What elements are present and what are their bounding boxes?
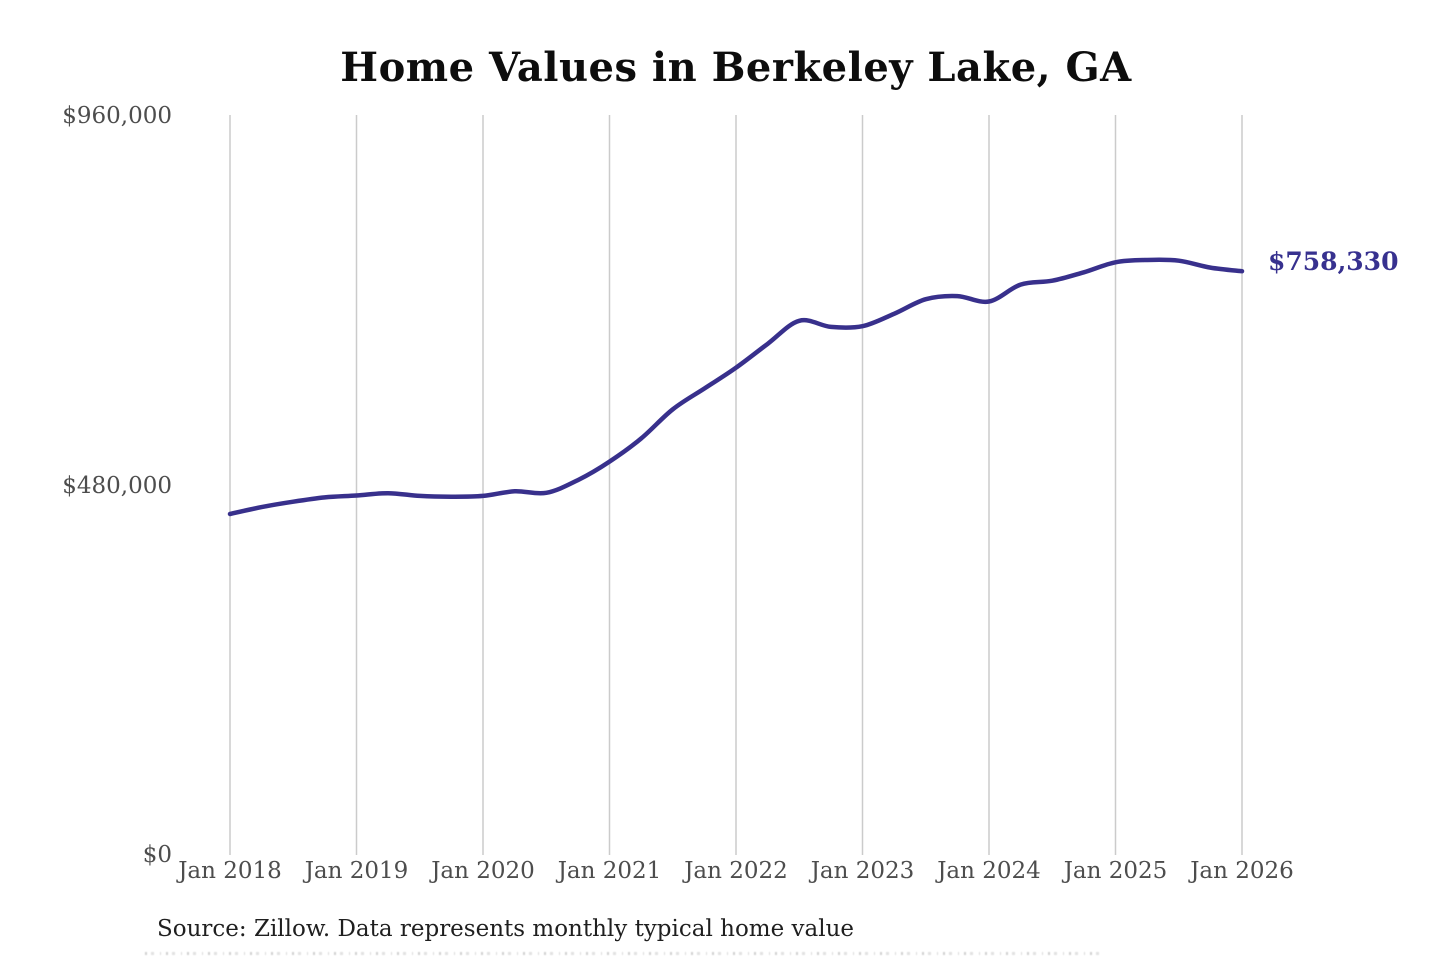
x-tick-jan-2019: Jan 2019 (304, 858, 409, 884)
y-tick-960000: $960,000 (62, 103, 172, 129)
home-value-line (227, 257, 1245, 517)
source-note: Source: Zillow. Data represents monthly … (157, 916, 855, 942)
current-value-label: $758,330 (1268, 247, 1399, 277)
y-tick-0: $0 (142, 842, 172, 868)
x-tick-jan-2025: Jan 2025 (1063, 858, 1168, 884)
chart-title: Home Values in Berkeley Lake, GA (340, 44, 1132, 91)
x-tick-jan-2026: Jan 2026 (1190, 858, 1294, 884)
x-tick-jan-2021: Jan 2021 (557, 858, 662, 884)
y-tick-480000: $480,000 (62, 472, 172, 499)
x-tick-jan-2023: Jan 2023 (810, 858, 915, 884)
x-tick-jan-2022: Jan 2022 (684, 858, 788, 884)
x-tick-jan-2024: Jan 2024 (937, 858, 1041, 884)
cropped-text-artifact (145, 952, 1105, 960)
x-tick-jan-2020: Jan 2020 (431, 858, 535, 884)
x-tick-jan-2018: Jan 2018 (178, 858, 282, 884)
